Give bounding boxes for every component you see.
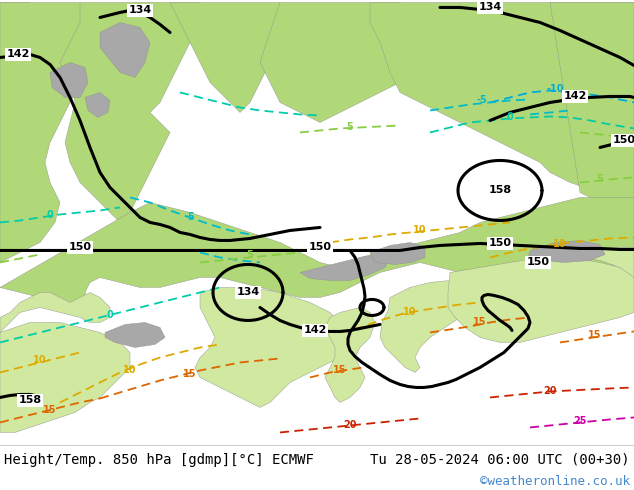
Text: 15: 15 [333, 366, 347, 375]
Text: 15: 15 [43, 405, 57, 416]
Polygon shape [380, 280, 480, 372]
Polygon shape [300, 254, 390, 280]
Text: 20: 20 [543, 387, 557, 396]
Text: 10: 10 [413, 225, 427, 236]
Polygon shape [0, 197, 634, 307]
Text: 150: 150 [489, 239, 512, 248]
Text: 15: 15 [473, 318, 487, 327]
Text: 10: 10 [553, 240, 567, 249]
Text: 25: 25 [573, 416, 586, 426]
Polygon shape [195, 288, 355, 408]
Text: 134: 134 [236, 288, 260, 297]
Polygon shape [550, 2, 634, 222]
Text: 158: 158 [488, 185, 512, 196]
Text: 20: 20 [343, 420, 357, 430]
Text: Height/Temp. 850 hPa [gdmp][°C] ECMWF: Height/Temp. 850 hPa [gdmp][°C] ECMWF [4, 453, 314, 467]
Text: Tu 28-05-2024 06:00 UTC (00+30): Tu 28-05-2024 06:00 UTC (00+30) [370, 453, 630, 467]
Text: 142: 142 [303, 325, 327, 336]
Polygon shape [50, 62, 88, 98]
Text: 0: 0 [107, 311, 113, 320]
Polygon shape [85, 93, 110, 118]
Text: 10: 10 [123, 366, 137, 375]
Text: 10: 10 [33, 355, 47, 366]
Text: 142: 142 [6, 49, 30, 59]
Polygon shape [580, 247, 634, 277]
Text: 15: 15 [588, 330, 602, 341]
Polygon shape [370, 243, 425, 265]
Text: -5: -5 [184, 213, 195, 222]
Polygon shape [0, 2, 30, 82]
Polygon shape [260, 2, 430, 122]
Text: 0: 0 [47, 211, 53, 220]
Polygon shape [528, 241, 605, 263]
Text: 134: 134 [128, 5, 152, 16]
Text: 142: 142 [564, 92, 586, 101]
Text: 5: 5 [247, 250, 254, 261]
Polygon shape [448, 257, 634, 343]
Text: ©weatheronline.co.uk: ©weatheronline.co.uk [480, 475, 630, 489]
Text: 150: 150 [68, 243, 91, 252]
Polygon shape [0, 293, 110, 332]
Text: 158: 158 [18, 395, 42, 405]
Text: 15: 15 [183, 369, 197, 379]
Polygon shape [0, 2, 100, 263]
Text: 150: 150 [612, 135, 634, 146]
Text: 134: 134 [479, 2, 501, 12]
Text: -10: -10 [547, 84, 564, 95]
Polygon shape [105, 322, 165, 347]
Polygon shape [100, 23, 150, 77]
Text: 5: 5 [347, 122, 353, 132]
Text: 10: 10 [403, 307, 417, 318]
Polygon shape [370, 2, 634, 202]
Text: 150: 150 [526, 257, 550, 268]
Text: -5: -5 [477, 96, 488, 105]
Text: 0: 0 [507, 113, 514, 122]
Text: 150: 150 [309, 243, 332, 252]
Polygon shape [60, 2, 220, 222]
Polygon shape [0, 322, 130, 433]
Text: 5: 5 [597, 174, 604, 184]
Polygon shape [170, 2, 290, 113]
Polygon shape [325, 307, 375, 402]
